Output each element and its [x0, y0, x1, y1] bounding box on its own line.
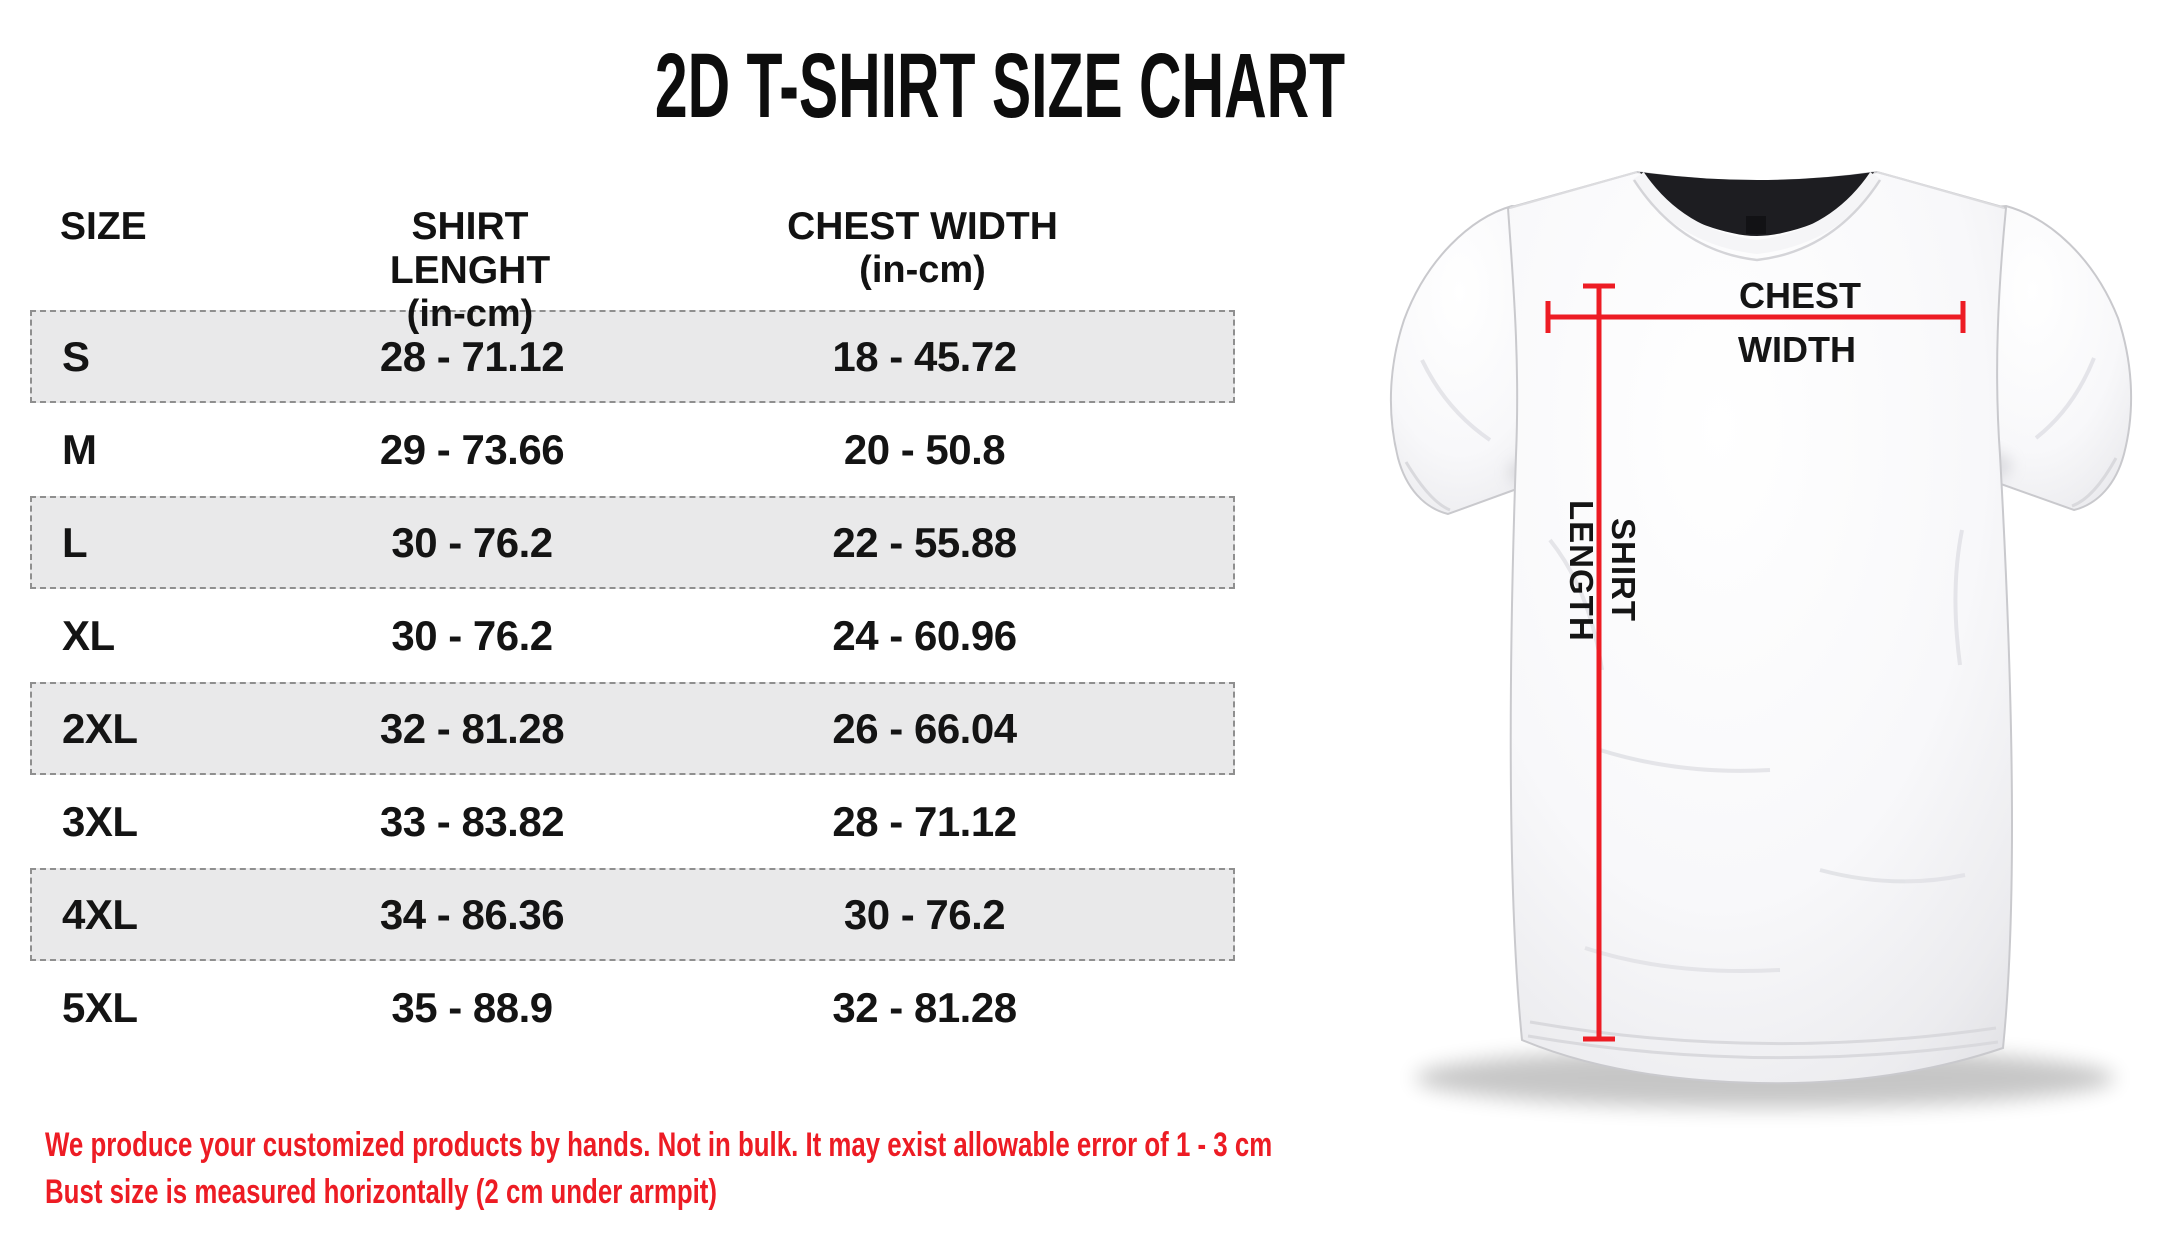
length-label-length: LENGTH — [1563, 500, 1600, 642]
shirt-length-cell: 30 - 76.2 — [391, 611, 553, 659]
size-cell: 4XL — [62, 890, 138, 938]
tshirt-diagram: CHEST WIDTH SHIRT LENGTH — [1350, 110, 2177, 1140]
collar-band — [1632, 172, 1882, 255]
size-cell: XL — [62, 611, 115, 659]
chest-width-cell: 26 - 66.04 — [832, 704, 1017, 752]
measurement-lines — [1545, 283, 1966, 1042]
chest-width-cell: 28 - 71.12 — [832, 797, 1017, 845]
chest-width-cell: 24 - 60.96 — [832, 611, 1017, 659]
hem-seam-2 — [1527, 1034, 1999, 1060]
length-label-shirt: SHIRT — [1605, 518, 1642, 622]
shirt-length-cell: 30 - 76.2 — [391, 518, 553, 566]
page-title: 2D T-SHIRT SIZE CHART — [654, 35, 1346, 137]
size-cell: 2XL — [62, 704, 138, 752]
col-header-shirt-length-label: SHIRT LENGHT — [389, 205, 551, 292]
chest-width-cell: 22 - 55.88 — [832, 518, 1017, 566]
col-header-shirt-length: SHIRT LENGHT (in-cm) — [330, 205, 610, 335]
shirt-length-cell: 29 - 73.66 — [379, 425, 565, 473]
table-row-3xl: 3XL 33 - 83.82 28 - 71.12 — [30, 775, 1235, 868]
size-cell: M — [62, 425, 97, 473]
col-header-chest-width-unit: (in-cm) — [859, 249, 986, 291]
col-header-chest-width-label: CHEST WIDTH — [787, 205, 1058, 248]
chest-width-cell: 30 - 76.2 — [843, 890, 1006, 938]
note-line-1: We produce your customized products by h… — [45, 1126, 1273, 1164]
table-row-2xl: 2XL 32 - 81.28 26 - 66.04 — [30, 682, 1235, 775]
table-row-4xl: 4XL 34 - 86.36 30 - 76.2 — [30, 868, 1235, 961]
table-row-s: S 28 - 71.12 18 - 45.72 — [30, 310, 1235, 403]
table-row-l: L 30 - 76.2 22 - 55.88 — [30, 496, 1235, 589]
size-cell: S — [62, 332, 90, 380]
footer-notes: We produce your customized products by h… — [45, 1122, 1489, 1216]
shirt-length-cell: 33 - 83.82 — [379, 797, 565, 845]
note-line-2: Bust size is measured horizontally (2 cm… — [45, 1173, 718, 1211]
shirt-length-cell: 32 - 81.28 — [379, 704, 565, 752]
col-header-shirt-length-unit: (in-cm) — [406, 293, 534, 335]
tshirt-illustration: CHEST WIDTH SHIRT LENGTH — [1389, 170, 2133, 1108]
size-cell: 3XL — [62, 797, 138, 845]
right-shoulder-seam — [1876, 171, 2005, 209]
collar-tag — [1746, 216, 1766, 234]
chest-label-line1: CHEST — [1739, 275, 1861, 316]
collar-seam — [1632, 179, 1882, 262]
collar-inner-dark — [1640, 172, 1874, 236]
hem-seam — [1529, 1020, 1997, 1046]
table-row-m: M 29 - 73.66 20 - 50.8 — [30, 403, 1235, 496]
left-shoulder-seam — [1509, 171, 1638, 209]
size-cell: 5XL — [62, 983, 138, 1031]
col-header-size: SIZE — [60, 205, 147, 248]
table-row-xl: XL 30 - 76.2 24 - 60.96 — [30, 589, 1235, 682]
chest-label-line2: WIDTH — [1738, 329, 1856, 370]
col-header-chest-width: CHEST WIDTH (in-cm) — [610, 205, 1235, 291]
shirt-length-cell: 28 - 71.12 — [379, 332, 565, 380]
left-sleeve-seam — [1404, 461, 1451, 512]
chest-width-cell: 20 - 50.8 — [843, 425, 1006, 473]
chest-width-cell: 32 - 81.28 — [832, 983, 1017, 1031]
table-header: SIZE SHIRT LENGHT (in-cm) CHEST WIDTH (i… — [30, 205, 1235, 335]
table-row-5xl: 5XL 35 - 88.9 32 - 81.28 — [30, 961, 1235, 1054]
tshirt-body — [1506, 170, 2013, 1085]
size-cell: L — [62, 518, 88, 566]
right-sleeve-seam — [2071, 457, 2118, 508]
size-table: SIZE SHIRT LENGHT (in-cm) CHEST WIDTH (i… — [30, 205, 1235, 1054]
shirt-length-cell: 34 - 86.36 — [379, 890, 565, 938]
shirt-length-cell: 35 - 88.9 — [391, 983, 553, 1031]
chest-width-cell: 18 - 45.72 — [832, 332, 1017, 380]
